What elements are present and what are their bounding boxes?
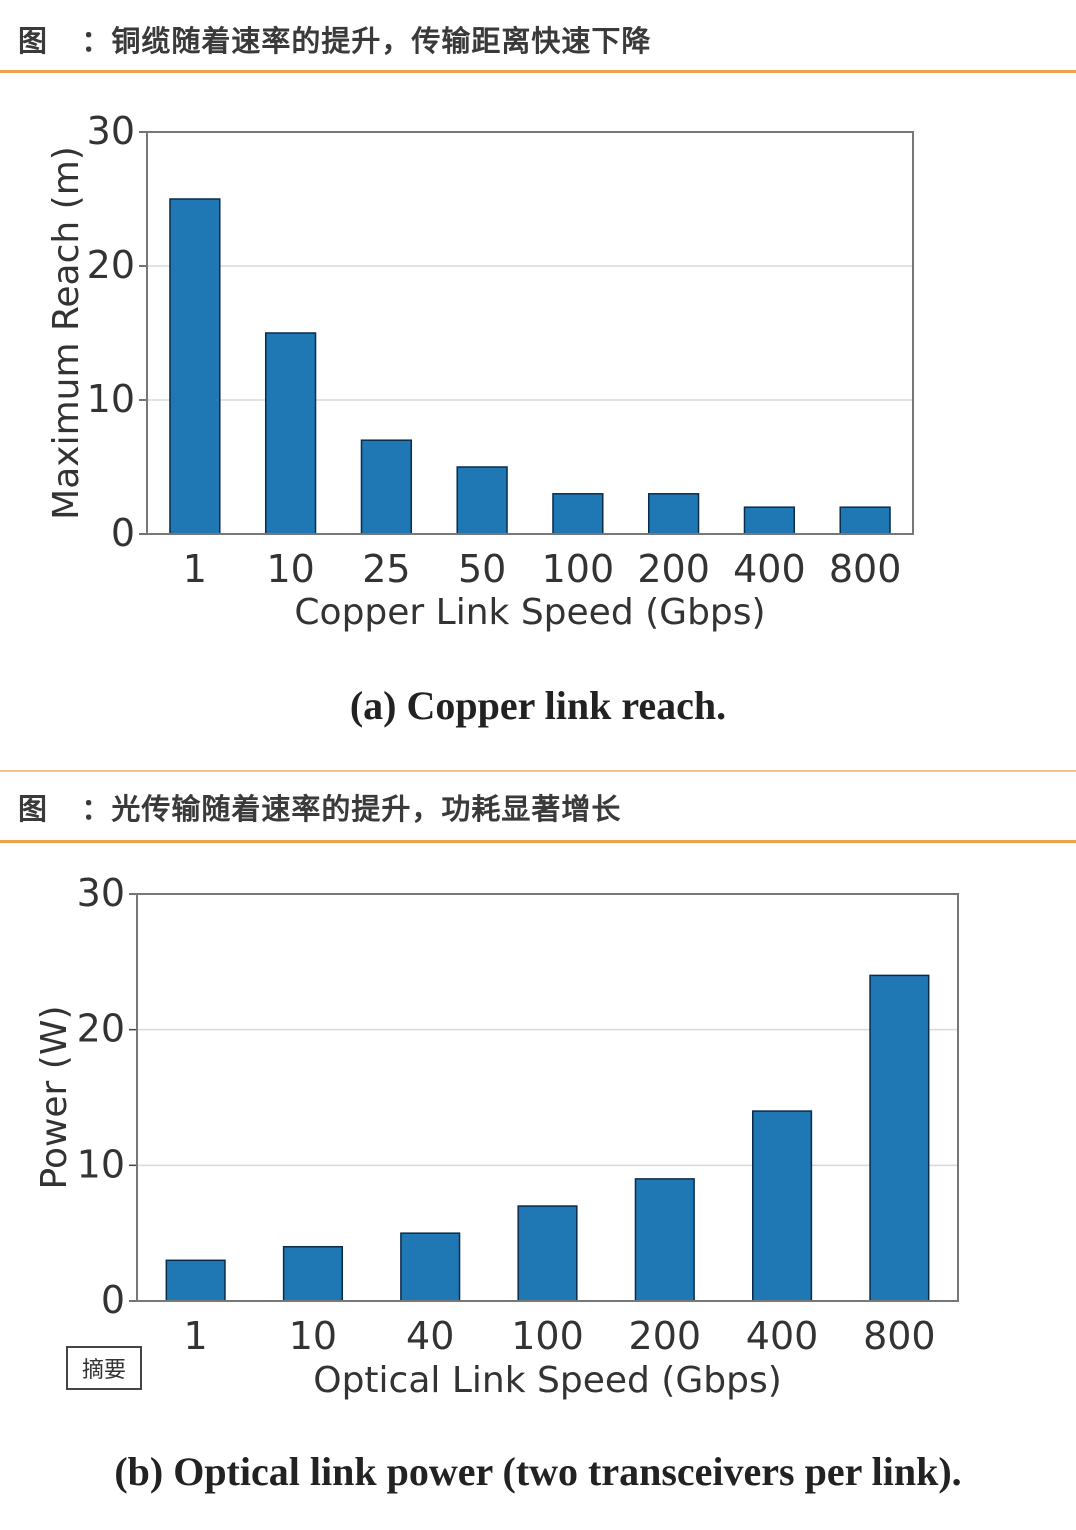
- caption-b: (b) Optical link power (two transceivers…: [114, 1449, 962, 1494]
- x-tick-label: 40: [406, 1314, 454, 1358]
- bar-200: [647, 493, 700, 535]
- figure-a-header: 图 ：铜缆随着速率的提升，传输距离快速下降: [0, 0, 1076, 72]
- bar-400: [743, 506, 796, 535]
- figure-b-header-text: 图 ：光传输随着速率的提升，功耗显著增长: [18, 786, 621, 828]
- y-tick-label: 30: [77, 871, 125, 915]
- x-tick-label: 400: [733, 547, 806, 591]
- plot-frame: [136, 893, 959, 1302]
- bar-400: [752, 1110, 813, 1302]
- figure-a-header-text: 图 ：铜缆随着速率的提升，传输距离快速下降: [18, 18, 651, 60]
- bar-10: [264, 332, 317, 535]
- x-tick-label: 25: [362, 547, 410, 591]
- optical-power-chart: 0 10 20 30 1 10 40 100 200 400 800 Optical Link Spe…: [34, 871, 959, 1401]
- x-axis-label: Copper Link Speed (Gbps): [294, 592, 765, 633]
- x-axis-label: Optical Link Speed (Gbps): [313, 1360, 782, 1401]
- y-tick-label: 0: [111, 511, 135, 555]
- figure-b-divider: [0, 840, 1076, 843]
- x-tick-label: 200: [637, 547, 710, 591]
- figure-b-title: 光传输随着速率的提升，功耗显著增长: [111, 792, 622, 826]
- bar-800: [869, 974, 930, 1302]
- figure-b-label: 图: [18, 792, 49, 826]
- figure-a-label: 图: [18, 24, 49, 58]
- y-tick-label: 20: [87, 243, 135, 287]
- x-tick-label: 100: [542, 547, 615, 591]
- y-tick-label: 30: [87, 109, 135, 153]
- x-tick-label: 800: [829, 547, 902, 591]
- figure-b-header: 图 ：光传输随着速率的提升，功耗显著增长: [0, 772, 1076, 844]
- bar-1: [169, 198, 221, 535]
- x-tick-label: 800: [863, 1314, 936, 1358]
- x-tick-label: 1: [183, 547, 207, 591]
- bar-100: [517, 1205, 578, 1302]
- x-tick-label: 100: [511, 1314, 584, 1358]
- bar-50: [456, 466, 508, 535]
- bar-40: [400, 1232, 461, 1302]
- bar-1: [165, 1259, 226, 1302]
- figure-a-colon: ：: [81, 24, 112, 58]
- y-tick-label: 0: [101, 1278, 125, 1322]
- figure-a-title: 铜缆随着速率的提升，传输距离快速下降: [111, 24, 652, 58]
- x-tick-label: 1: [184, 1314, 208, 1358]
- plot-frame: [146, 131, 914, 535]
- x-tick-label: 10: [289, 1314, 337, 1358]
- y-axis-label: Power (W): [34, 1006, 75, 1190]
- x-tick-label: 400: [746, 1314, 819, 1358]
- figure-b-colon: ：: [81, 792, 112, 826]
- bar-100: [552, 493, 604, 535]
- x-tick-label: 50: [458, 547, 506, 591]
- x-tick-label: 10: [266, 547, 314, 591]
- bar-800: [839, 506, 891, 535]
- figure-a-divider: [0, 70, 1076, 73]
- bar-10: [282, 1245, 344, 1302]
- figure-b-top-divider: [0, 770, 1076, 772]
- bar-25: [360, 439, 413, 535]
- y-axis-label: Maximum Reach (m): [46, 146, 87, 520]
- y-tick-label: 20: [77, 1007, 125, 1051]
- caption-a: (a) Copper link reach.: [349, 683, 727, 728]
- y-tick-label: 10: [87, 377, 135, 421]
- y-tick-label: 10: [77, 1142, 125, 1186]
- x-tick-label: 200: [629, 1314, 702, 1358]
- abstract-button[interactable]: 摘要: [66, 1346, 142, 1390]
- bar-200: [634, 1178, 695, 1302]
- copper-reach-chart: 0 10 20 30 1 10 25 50 100 200 400 800 Copper Link Sp…: [46, 109, 914, 633]
